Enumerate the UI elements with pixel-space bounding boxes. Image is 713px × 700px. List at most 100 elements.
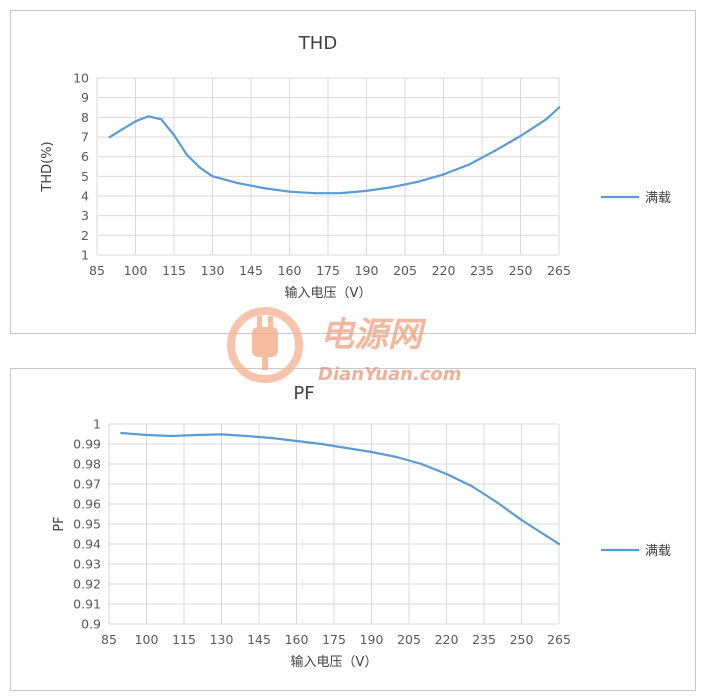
y-tick-label: 6 (81, 149, 89, 164)
y-tick-label: 1 (81, 248, 89, 263)
x-tick-label: 130 (210, 632, 234, 647)
x-tick-label: 205 (397, 632, 421, 647)
data-point (172, 133, 176, 137)
y-tick-label: 9 (81, 90, 89, 105)
y-tick-label: 2 (81, 228, 89, 243)
x-axis-title: 输入电压（V） (291, 654, 378, 670)
data-point (545, 534, 548, 538)
x-tick-label: 115 (162, 263, 186, 278)
y-tick-label: 0.98 (73, 457, 101, 472)
data-point (520, 518, 523, 522)
data-point (365, 189, 368, 193)
thd-chart-panel: THD 1 2 3 4 5 6 7 8 9 10 85 100 115 130 145 160 175 190 205… (10, 10, 696, 334)
data-point (470, 484, 473, 488)
data-point (245, 434, 248, 438)
x-tick-label: 250 (509, 263, 533, 278)
data-point (370, 450, 373, 454)
data-point (108, 135, 112, 139)
data-point (390, 185, 394, 189)
data-point (134, 120, 137, 123)
data-point (416, 180, 420, 184)
x-tick-label: 100 (124, 263, 148, 278)
y-tick-label: 0.92 (73, 577, 101, 592)
x-tick-label: 115 (172, 632, 196, 647)
data-point (195, 433, 198, 437)
x-tick-label: 235 (470, 263, 494, 278)
y-tick-label: 0.95 (73, 517, 101, 532)
x-tick-label: 175 (322, 632, 346, 647)
y-axis-title: PF (52, 516, 67, 531)
x-tick-label: 160 (278, 263, 302, 278)
data-point (395, 455, 398, 459)
y-tick-label: 5 (81, 169, 89, 184)
data-point (220, 433, 223, 436)
y-tick-label: 8 (81, 110, 89, 125)
data-point (320, 442, 323, 446)
pf-chart: PF 0.9 0.91 0.92 0.93 0.94 0.95 0.96 0.97 0.98 0.9… (52, 383, 671, 670)
y-tick-label: 10 (73, 71, 89, 86)
data-point (313, 192, 317, 195)
x-tick-label: 85 (89, 263, 105, 278)
data-point (519, 134, 522, 138)
data-point (557, 542, 561, 546)
series-line (120, 431, 561, 546)
x-tick-label: 235 (472, 632, 496, 647)
y-axis-title: THD(%) (40, 141, 55, 192)
y-tick-label: 0.9 (81, 617, 101, 632)
y-tick-label: 0.96 (73, 497, 101, 512)
x-tick-label: 205 (393, 263, 417, 278)
x-tick-label: 220 (435, 632, 459, 647)
y-tick-label: 0.94 (73, 537, 101, 552)
data-point (339, 191, 343, 195)
y-tick-label: 0.99 (73, 437, 101, 452)
data-point (159, 118, 163, 121)
x-tick-label: 145 (239, 263, 263, 278)
x-tick-label: 250 (510, 632, 534, 647)
data-point (170, 434, 173, 438)
data-point (270, 436, 273, 440)
x-tick-label: 175 (316, 263, 340, 278)
data-point (467, 163, 471, 166)
data-point (262, 186, 266, 190)
data-point (145, 433, 148, 437)
y-tick-label: 0.97 (73, 477, 101, 492)
y-tick-label: 4 (81, 189, 89, 204)
legend-label: 满载 (645, 191, 671, 206)
chart-title: THD (298, 33, 337, 54)
data-point (121, 127, 124, 131)
x-tick-label: 145 (247, 632, 271, 647)
x-tick-label: 85 (101, 632, 117, 647)
x-tick-label: 190 (355, 263, 379, 278)
legend-label: 满载 (645, 544, 671, 559)
data-point (236, 182, 240, 185)
x-tick-label: 220 (432, 263, 456, 278)
y-tick-label: 3 (81, 208, 89, 223)
y-tick-label: 0.93 (73, 557, 101, 572)
data-point (120, 431, 123, 435)
x-tick-label: 130 (201, 263, 225, 278)
x-tick-label: 160 (285, 632, 309, 647)
data-point (185, 153, 189, 156)
y-tick-label: 1 (93, 417, 101, 432)
pf-chart-panel: PF 0.9 0.91 0.92 0.93 0.94 0.95 0.96 0.97 0.98 0.9… (10, 368, 696, 691)
data-point (445, 472, 448, 476)
x-tick-label: 100 (135, 632, 159, 647)
data-point (557, 106, 561, 109)
x-tick-label: 265 (547, 263, 571, 278)
thd-chart: THD 1 2 3 4 5 6 7 8 9 10 85 100 115 130 145 160 175 190 205… (40, 33, 671, 301)
x-axis-title: 输入电压（V） (285, 285, 372, 301)
data-point (493, 149, 497, 152)
data-point (211, 175, 214, 178)
chart-title: PF (293, 383, 314, 404)
series-line (108, 106, 561, 195)
data-point (420, 462, 423, 466)
data-point (345, 446, 348, 450)
y-tick-label: 0.91 (73, 597, 101, 612)
x-tick-label: 190 (360, 632, 384, 647)
data-point (442, 173, 445, 176)
data-point (198, 166, 201, 169)
x-tick-label: 265 (547, 632, 571, 647)
y-tick-label: 7 (81, 130, 89, 145)
data-point (147, 115, 150, 118)
data-point (288, 190, 291, 193)
